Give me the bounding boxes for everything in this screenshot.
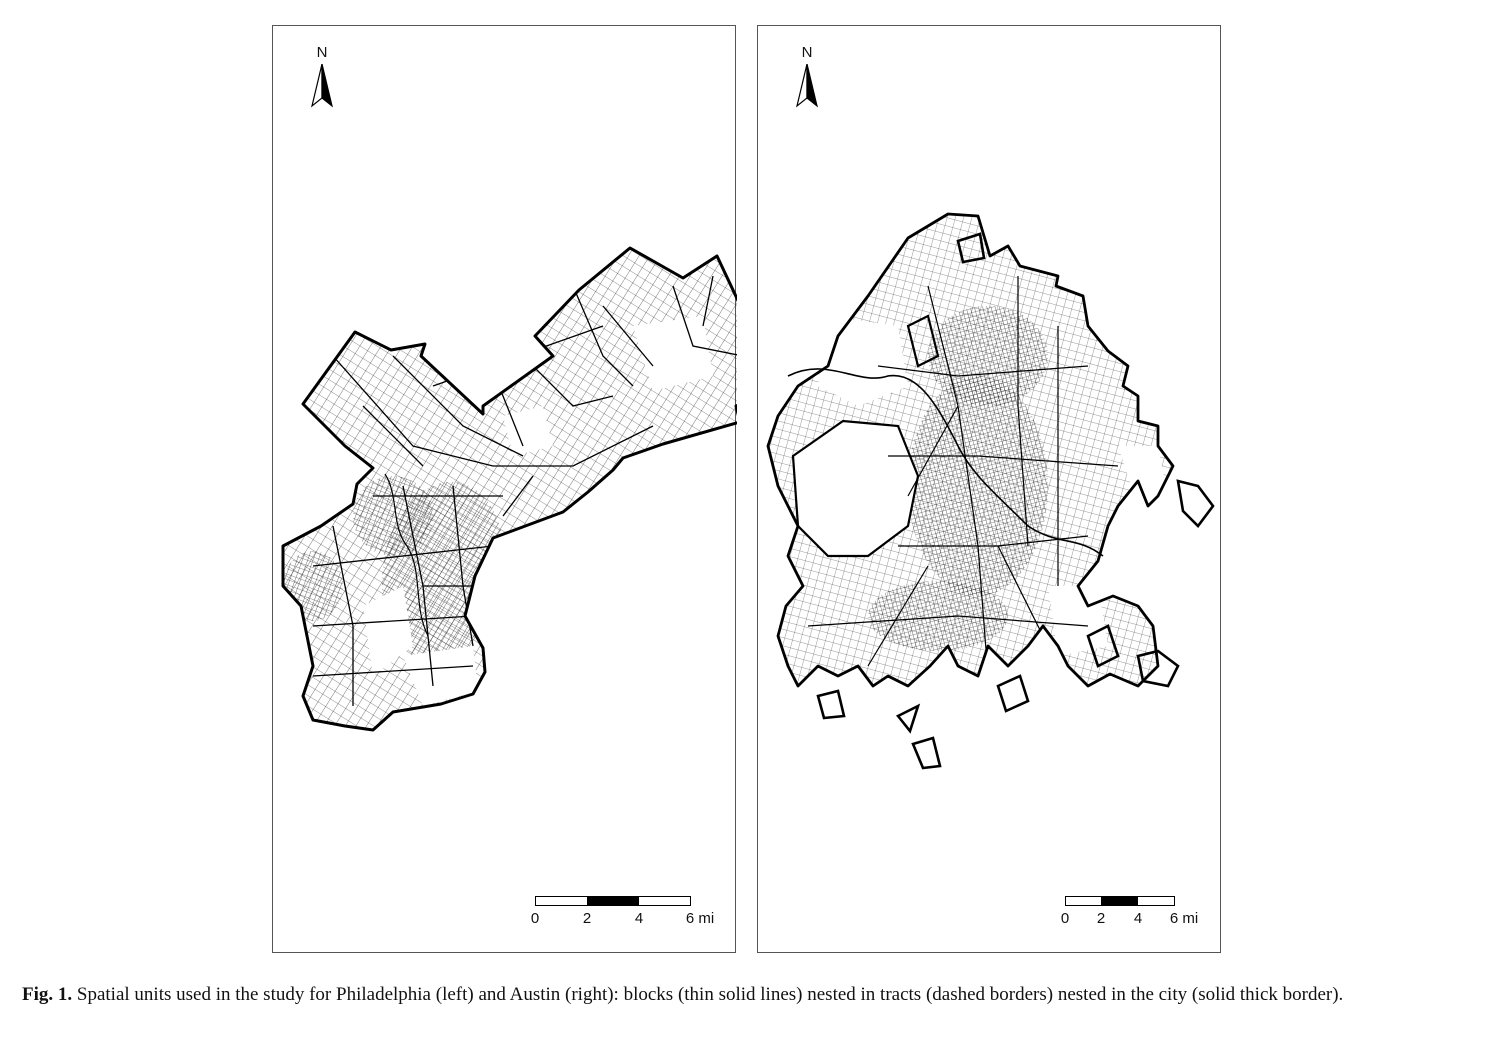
figure-caption: Fig. 1. Spatial units used in the study … [22, 982, 1474, 1008]
colorado-river [787, 368, 1104, 557]
philadelphia-blocks [283, 248, 737, 730]
scale-tick-4: 4 [1133, 910, 1143, 927]
map-panel-austin: N [757, 25, 1221, 953]
north-arrow-icon [796, 64, 818, 108]
scale-tick-0: 0 [530, 910, 540, 927]
schuylkill-river [384, 473, 429, 637]
map-panel-philadelphia: N [272, 25, 737, 953]
austin-city-boundary [766, 212, 1175, 688]
north-arrow: N [794, 44, 820, 110]
austin-excluded-areas [791, 314, 940, 558]
north-arrow: N [309, 44, 335, 110]
scale-tick-0: 0 [1060, 910, 1070, 927]
philadelphia-city-boundary [281, 246, 737, 732]
scale-tick-6mi: 6 mi [685, 910, 715, 927]
austin-map [766, 212, 1215, 770]
scale-tick-6mi: 6 mi [1169, 910, 1199, 927]
north-label: N [801, 44, 813, 61]
figure-caption-text: Spatial units used in the study for Phil… [76, 984, 1344, 1005]
scale-bar-graphic [535, 896, 691, 906]
scale-tick-2: 2 [582, 910, 592, 927]
scale-bar: 0 2 4 6 mi [531, 894, 714, 928]
scale-tick-2: 2 [1096, 910, 1106, 927]
figure-label: Fig. 1. [22, 984, 73, 1005]
scale-bar: 0 2 4 6 mi [1061, 894, 1198, 928]
north-arrow-icon [311, 64, 333, 108]
philadelphia-map [281, 246, 737, 732]
scale-bar-graphic [1065, 896, 1175, 906]
north-label: N [316, 44, 328, 61]
austin-outlying-parcels [816, 232, 1215, 770]
scale-tick-4: 4 [634, 910, 644, 927]
